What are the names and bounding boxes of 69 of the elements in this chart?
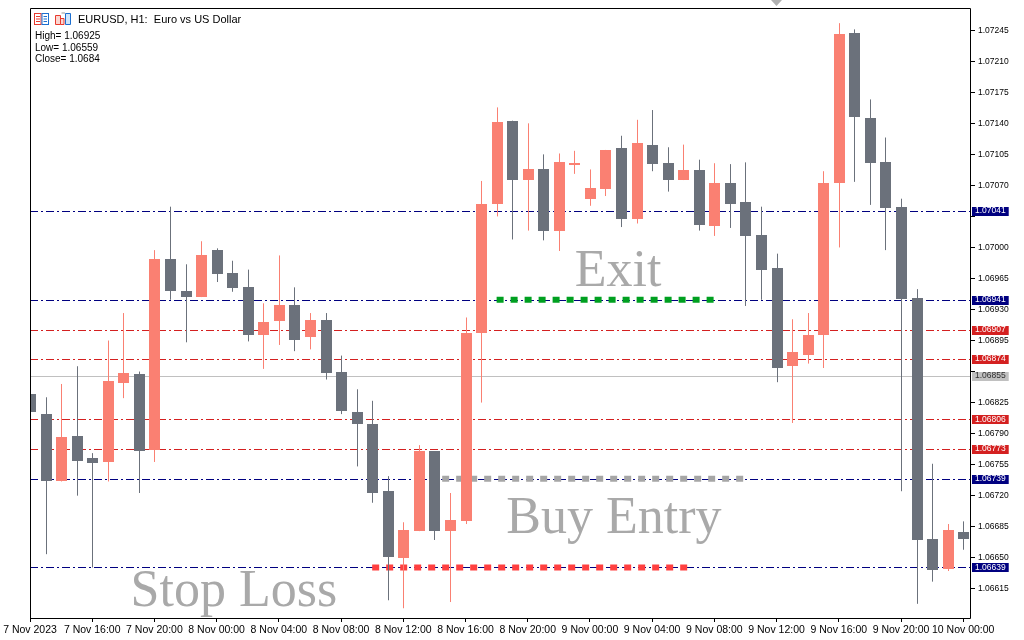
y-tick-label: 1.06685 bbox=[978, 521, 1009, 532]
y-tick-label: 1.06965 bbox=[978, 272, 1009, 283]
y-tick-label: 1.07175 bbox=[978, 86, 1009, 97]
x-tick-label: 8 Nov 00:00 bbox=[188, 623, 246, 636]
y-tick-label: 1.06615 bbox=[978, 583, 1009, 594]
candlestick bbox=[181, 263, 192, 343]
x-tick-label: 9 Nov 12:00 bbox=[748, 623, 806, 636]
candlestick bbox=[958, 520, 969, 551]
x-tick-label: 9 Nov 04:00 bbox=[623, 623, 681, 636]
annotation: Exit bbox=[574, 239, 662, 297]
annotation: Close= 1.0684 bbox=[35, 53, 101, 65]
y-tick-label: 1.07140 bbox=[978, 117, 1009, 128]
y-tick-label: 1.06790 bbox=[978, 427, 1009, 438]
x-tick-label: 9 Nov 08:00 bbox=[686, 623, 743, 636]
candlestick bbox=[212, 247, 223, 283]
ref-line-label: 1.06639 bbox=[975, 561, 1006, 572]
x-tick-label: 8 Nov 16:00 bbox=[437, 623, 494, 636]
y-tick-label: 1.07070 bbox=[978, 179, 1009, 190]
ref-line-label: 1.06855 bbox=[975, 370, 1006, 381]
ref-line-label: 1.06941 bbox=[975, 294, 1006, 305]
y-tick-label: 1.06755 bbox=[978, 458, 1009, 469]
annotation: Stop Loss bbox=[130, 560, 338, 618]
x-tick-label: 8 Nov 12:00 bbox=[374, 623, 432, 636]
ref-line-label: 1.07041 bbox=[975, 205, 1006, 216]
candlestick bbox=[523, 122, 534, 232]
candlestick bbox=[352, 388, 363, 467]
chart-title: EURUSD, H1: Euro vs US Dollar bbox=[78, 13, 242, 26]
x-tick-label: 7 Nov 2023 bbox=[3, 623, 58, 636]
candlestick bbox=[725, 163, 736, 229]
candlestick bbox=[258, 302, 269, 370]
ref-line-label: 1.06773 bbox=[975, 443, 1006, 454]
candlestick bbox=[118, 312, 129, 399]
x-tick-label: 7 Nov 16:00 bbox=[63, 623, 121, 636]
y-tick-label: 1.06825 bbox=[978, 396, 1009, 407]
ref-line-label: 1.06874 bbox=[975, 353, 1006, 364]
y-tick-label: 1.06930 bbox=[978, 303, 1009, 314]
candlestick bbox=[678, 144, 689, 181]
x-tick-label: 8 Nov 20:00 bbox=[499, 623, 557, 636]
candlestick bbox=[274, 254, 285, 346]
candlestick bbox=[305, 312, 316, 350]
candlestick bbox=[445, 492, 456, 603]
y-tick-label: 1.07105 bbox=[978, 148, 1009, 159]
candlestick bbox=[803, 312, 814, 365]
y-tick-label: 1.06895 bbox=[978, 334, 1009, 345]
annotation: High= 1.06925 bbox=[35, 30, 101, 42]
annotation: Low= 1.06559 bbox=[35, 41, 99, 53]
candlestick bbox=[787, 318, 798, 424]
ref-line-label: 1.06739 bbox=[975, 473, 1006, 484]
y-tick-label: 1.07000 bbox=[978, 241, 1009, 252]
candlestick bbox=[647, 109, 658, 172]
candlestick bbox=[227, 260, 238, 293]
y-tick-label: 1.06720 bbox=[978, 490, 1009, 501]
candlestick bbox=[569, 150, 580, 175]
y-tick-label: 1.06650 bbox=[978, 552, 1009, 563]
candlestick bbox=[585, 168, 596, 207]
x-tick-label: 9 Nov 00:00 bbox=[561, 623, 619, 636]
y-tick-label: 1.07210 bbox=[978, 55, 1009, 66]
annotation: Buy Entry bbox=[506, 487, 722, 545]
x-tick-label: 8 Nov 08:00 bbox=[312, 623, 370, 636]
x-tick-label: 9 Nov 16:00 bbox=[810, 623, 868, 636]
x-tick-label: 9 Nov 20:00 bbox=[872, 623, 930, 636]
candlestick bbox=[663, 146, 674, 193]
x-tick-label: 10 Nov 00:00 bbox=[931, 623, 995, 636]
ref-line-label: 1.06907 bbox=[975, 324, 1006, 335]
candlestick bbox=[87, 452, 98, 568]
x-tick-label: 7 Nov 20:00 bbox=[126, 623, 183, 636]
x-tick-label: 8 Nov 04:00 bbox=[250, 623, 308, 636]
y-tick-label: 1.07245 bbox=[978, 24, 1009, 35]
ref-line-label: 1.06806 bbox=[975, 413, 1006, 424]
